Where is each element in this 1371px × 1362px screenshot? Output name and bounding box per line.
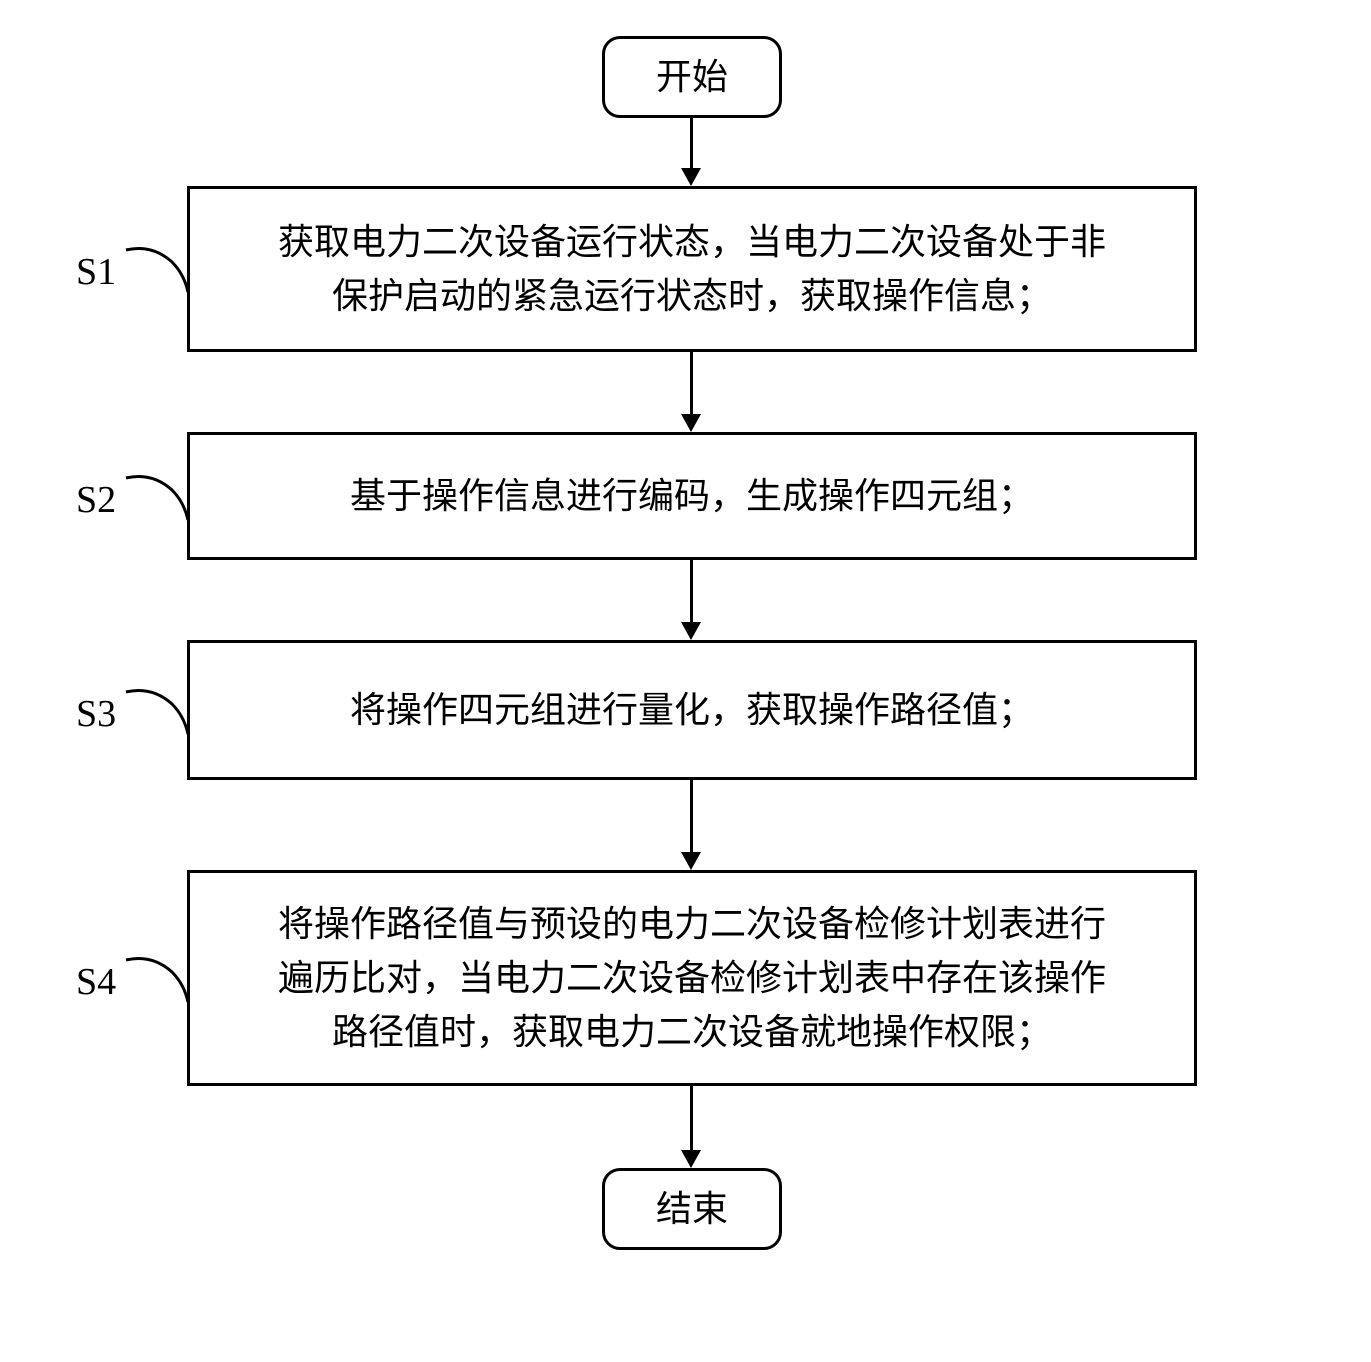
s4-node: 将操作路径值与预设的电力二次设备检修计划表进行 遍历比对，当电力二次设备检修计划… <box>187 870 1197 1086</box>
s1-swoosh-icon <box>124 242 192 296</box>
start-node: 开始 <box>602 36 782 118</box>
end-node: 结束 <box>602 1168 782 1250</box>
s3-node: 将操作四元组进行量化，获取操作路径值； <box>187 640 1197 780</box>
s2-label: S2 <box>76 478 116 522</box>
s3-swoosh-icon <box>124 684 192 738</box>
start-text: 开始 <box>636 42 748 112</box>
s4-text: 将操作路径值与预设的电力二次设备检修计划表进行 遍历比对，当电力二次设备检修计划… <box>258 889 1126 1067</box>
s2-label-text: S2 <box>76 479 116 521</box>
s1-label: S1 <box>76 250 116 294</box>
s3-text: 将操作四元组进行量化，获取操作路径值； <box>330 675 1054 745</box>
end-text: 结束 <box>636 1174 748 1244</box>
s3-label-text: S3 <box>76 693 116 735</box>
s2-text: 基于操作信息进行编码，生成操作四元组； <box>330 461 1054 531</box>
s2-node: 基于操作信息进行编码，生成操作四元组； <box>187 432 1197 560</box>
flowchart-container: 开始 获取电力二次设备运行状态，当电力二次设备处于非 保护启动的紧急运行状态时，… <box>0 0 1371 1362</box>
s1-label-text: S1 <box>76 251 116 293</box>
s4-label-text: S4 <box>76 961 116 1003</box>
s2-swoosh-icon <box>124 470 192 524</box>
s4-label: S4 <box>76 960 116 1004</box>
s3-label: S3 <box>76 692 116 736</box>
s1-text: 获取电力二次设备运行状态，当电力二次设备处于非 保护启动的紧急运行状态时，获取操… <box>258 207 1126 331</box>
s1-node: 获取电力二次设备运行状态，当电力二次设备处于非 保护启动的紧急运行状态时，获取操… <box>187 186 1197 352</box>
s4-swoosh-icon <box>124 952 192 1006</box>
